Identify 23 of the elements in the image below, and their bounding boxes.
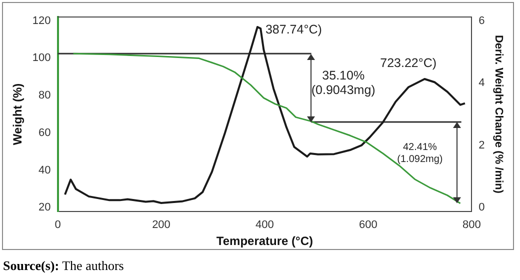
x-tick-label: 800 <box>462 219 481 232</box>
annotation: 723.22°C) <box>380 56 437 70</box>
x-tick-label: 400 <box>256 219 274 232</box>
y2-axis-title: Deriv. Weight Change (% /min) <box>492 34 504 194</box>
y2-tick-label: 2 <box>478 139 485 152</box>
y-axis-title: Weight (%) <box>10 83 25 146</box>
y-tick-label: 40 <box>38 164 51 176</box>
annotation: 42.41% (1.092mg) <box>397 142 443 165</box>
y-tick-label: 60 <box>38 126 51 139</box>
y-tick-label: 20 <box>38 202 51 214</box>
x-tick-label: 200 <box>152 219 170 232</box>
source-note: Source(s): The authors <box>3 258 124 274</box>
x-tick-label: 0 <box>54 219 61 232</box>
x-tick-label: 600 <box>359 219 378 232</box>
y-tick-label: 120 <box>32 14 51 27</box>
annotation: 387.74°C) <box>265 22 322 36</box>
y2-tick-label: 4 <box>478 77 485 90</box>
annotation: 35.10% (0.9043mg) <box>311 68 376 97</box>
y2-tick-label: 0 <box>478 202 485 214</box>
x-axis-title: Temperature (°C) <box>216 234 314 248</box>
y-tick-label: 100 <box>32 52 51 64</box>
y2-tick-label: 6 <box>478 14 485 27</box>
y-tick-label: 80 <box>38 90 51 102</box>
